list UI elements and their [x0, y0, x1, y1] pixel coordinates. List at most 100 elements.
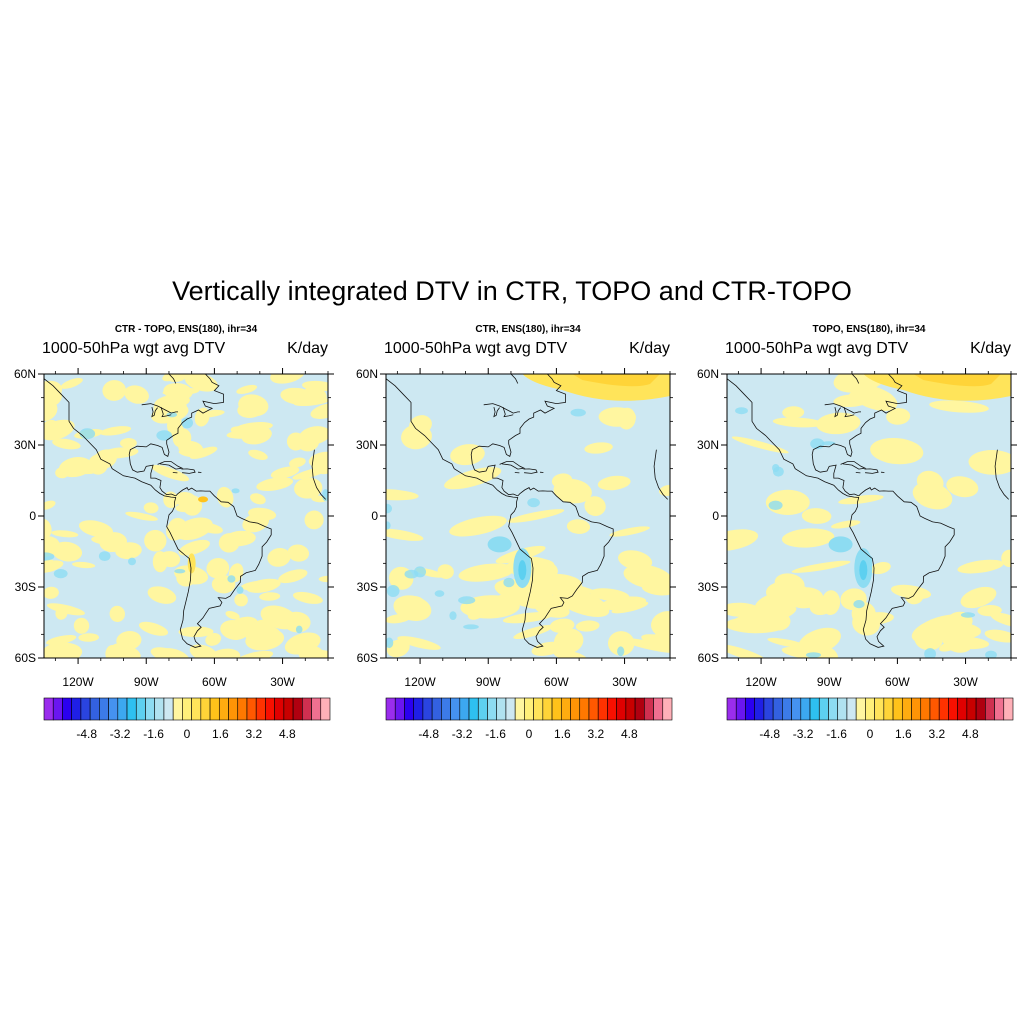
lat-tick-label: 0: [712, 509, 719, 523]
colorbar-cell: [275, 698, 284, 720]
lat-tick-label: 60N: [697, 367, 719, 381]
colorbar-label: 3.2: [588, 727, 605, 741]
colorbar-cell: [247, 698, 256, 720]
colorbar-cell: [561, 698, 570, 720]
lat-tick-label: 30N: [14, 438, 36, 452]
colorbar-cell: [810, 698, 819, 720]
colorbar-cell: [497, 698, 506, 720]
colorbar-cell: [782, 698, 791, 720]
lat-tick-label: 30N: [697, 438, 719, 452]
colorbar-cell: [404, 698, 413, 720]
colorbar-cell: [948, 698, 957, 720]
colorbar-label: 4.8: [279, 727, 296, 741]
lon-tick-label: 120W: [404, 675, 436, 689]
colorbar-cell: [727, 698, 736, 720]
colorbar-label: -4.8: [759, 727, 780, 741]
colorbar-cell: [210, 698, 219, 720]
colorbar-cell: [136, 698, 145, 720]
colorbar-cell: [663, 698, 672, 720]
colorbar-label: 0: [867, 727, 874, 741]
panel-ctr: CTR, ENS(180), ihr=34 1000-50hPa wgt avg …: [386, 318, 726, 738]
lat-tick-label: 60N: [14, 367, 36, 381]
lon-tick-label: 120W: [62, 675, 94, 689]
colorbar-cell: [423, 698, 432, 720]
lat-tick-label: 30N: [356, 438, 378, 452]
colorbar-cell: [414, 698, 423, 720]
colorbar-label: 1.6: [554, 727, 571, 741]
colorbar-cell: [819, 698, 828, 720]
map-topo: 60N 30N 0 30S 60S 120W 90W 60W 30W -4.8 -3.2 -1.6 0 1…: [727, 318, 1024, 738]
colorbar-cell: [847, 698, 856, 720]
colorbar-cell: [543, 698, 552, 720]
colorbar-cell: [432, 698, 441, 720]
colorbar-label: -1.6: [826, 727, 847, 741]
colorbar-cell: [607, 698, 616, 720]
colorbar-cell: [62, 698, 71, 720]
colorbar-cell: [902, 698, 911, 720]
lon-tick-label: 30W: [612, 675, 637, 689]
colorbar-label: 0: [526, 727, 533, 741]
colorbar-cell: [441, 698, 450, 720]
colorbar-cell: [764, 698, 773, 720]
colorbar-cell: [865, 698, 874, 720]
colorbar-cell: [81, 698, 90, 720]
contour-field: [27, 363, 343, 671]
colorbar-cell: [976, 698, 985, 720]
colorbar-cell: [312, 698, 321, 720]
lat-tick-label: 0: [29, 509, 36, 523]
colorbar-cell: [155, 698, 164, 720]
lat-tick-label: 60N: [356, 367, 378, 381]
colorbar-label: 0: [184, 727, 191, 741]
colorbar-cell: [736, 698, 745, 720]
lat-tick-label: 30S: [357, 580, 378, 594]
lat-tick-label: 60S: [698, 651, 719, 665]
colorbar-cell: [238, 698, 247, 720]
colorbar-label: 4.8: [621, 727, 638, 741]
colorbar-cell: [1004, 698, 1013, 720]
colorbar-cell: [985, 698, 994, 720]
colorbar-cell: [460, 698, 469, 720]
colorbar-cell: [967, 698, 976, 720]
colorbar-cell: [893, 698, 902, 720]
colorbar-cell: [173, 698, 182, 720]
colorbar-label: -3.2: [793, 727, 814, 741]
figure-title: Vertically integrated DTV in CTR, TOPO a…: [0, 276, 1024, 307]
colorbar-cell: [164, 698, 173, 720]
colorbar-cell: [109, 698, 118, 720]
colorbar-cell: [598, 698, 607, 720]
colorbar-cell: [284, 698, 293, 720]
map-diff: 60N 30N 0 30S 60S 120W 90W 60W 30W -4.8 -3.2 -1.6 0 1…: [44, 318, 384, 738]
colorbar-cell: [395, 698, 404, 720]
lon-tick-label: 60W: [202, 675, 227, 689]
colorbar-cell: [654, 698, 663, 720]
lon-tick-label: 30W: [270, 675, 295, 689]
colorbar-cell: [386, 698, 395, 720]
colorbar-cell: [644, 698, 653, 720]
lat-tick-label: 30S: [698, 580, 719, 594]
colorbar-cell: [524, 698, 533, 720]
colorbar-cell: [939, 698, 948, 720]
colorbar-cell: [321, 698, 330, 720]
panel-topo: TOPO, ENS(180), ihr=34 1000-50hPa wgt avg…: [727, 318, 1024, 738]
colorbar-label: -4.8: [418, 727, 439, 741]
colorbar-label: -1.6: [485, 727, 506, 741]
colorbar-cell: [958, 698, 967, 720]
colorbar-cell: [635, 698, 644, 720]
colorbar-cell: [828, 698, 837, 720]
colorbar-cell: [256, 698, 265, 720]
lon-tick-label: 90W: [476, 675, 501, 689]
colorbar-cell: [293, 698, 302, 720]
colorbar-cell: [755, 698, 764, 720]
colorbar-cell: [53, 698, 62, 720]
colorbar-cell: [451, 698, 460, 720]
colorbar-cell: [792, 698, 801, 720]
lon-tick-label: 60W: [885, 675, 910, 689]
colorbar-cell: [912, 698, 921, 720]
colorbar: -4.8 -3.2 -1.6 0 1.6 3.2 4.8: [386, 698, 672, 741]
colorbar: -4.8 -3.2 -1.6 0 1.6 3.2 4.8: [44, 698, 330, 741]
colorbar-cell: [145, 698, 154, 720]
lat-tick-label: 60S: [15, 651, 36, 665]
colorbar-cell: [265, 698, 274, 720]
colorbar-cell: [773, 698, 782, 720]
colorbar-label: 3.2: [246, 727, 263, 741]
